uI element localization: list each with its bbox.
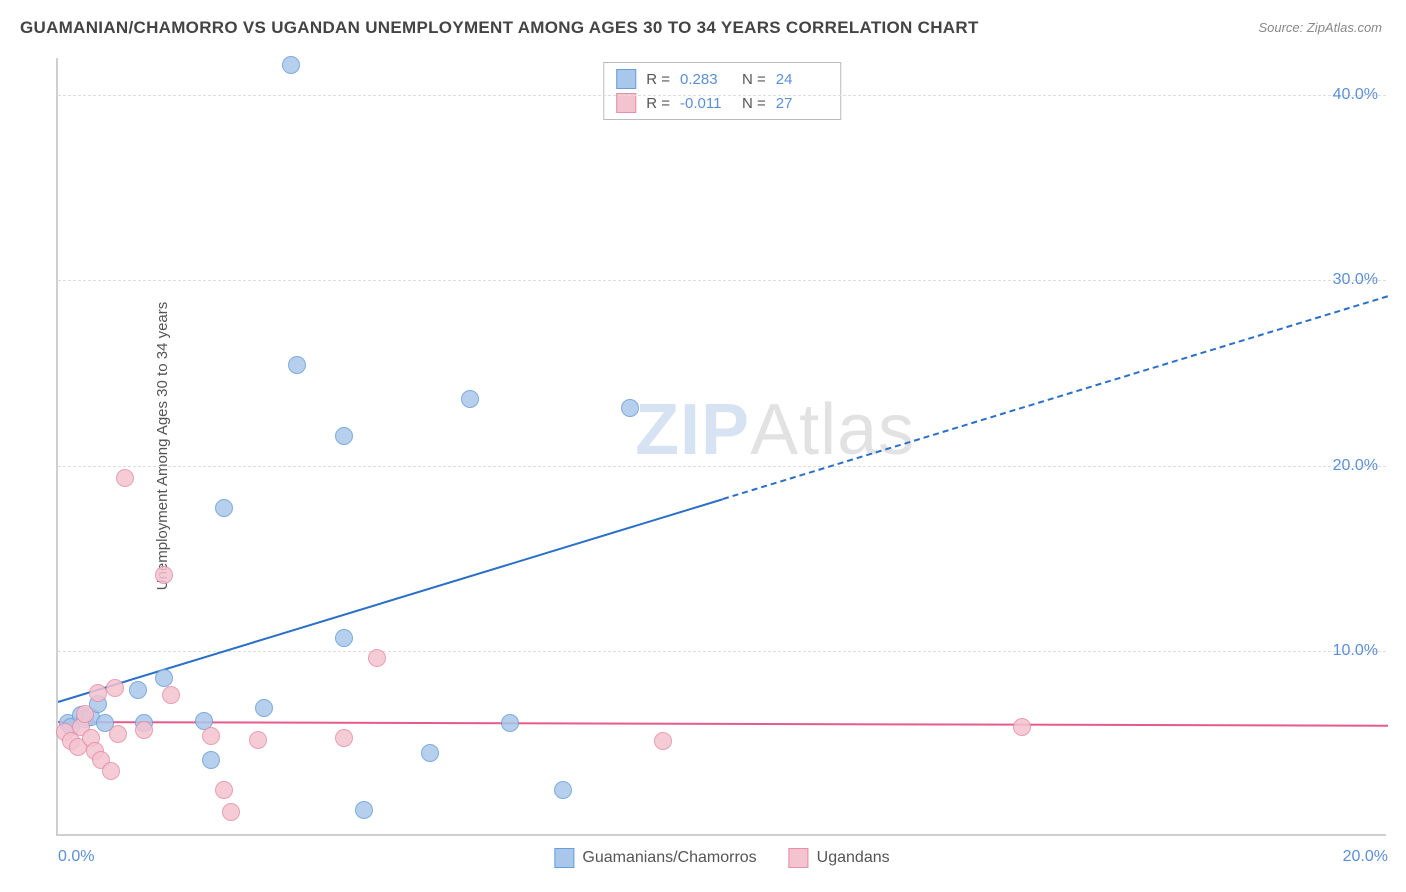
data-point — [355, 801, 373, 819]
x-tick-label: 0.0% — [58, 848, 94, 866]
r-value-2: -0.011 — [680, 95, 732, 112]
legend-item-1: Guamanians/Chamorros — [554, 848, 756, 868]
data-point — [621, 399, 639, 417]
data-point — [335, 629, 353, 647]
n-label: N = — [742, 95, 766, 112]
r-label: R = — [646, 95, 670, 112]
data-point — [109, 725, 127, 743]
data-point — [461, 390, 479, 408]
legend-label-2: Ugandans — [817, 849, 890, 867]
data-point — [129, 681, 147, 699]
data-point — [106, 679, 124, 697]
data-point — [654, 732, 672, 750]
data-point — [288, 356, 306, 374]
swatch-series-2 — [789, 848, 809, 868]
y-tick-label: 10.0% — [1333, 642, 1378, 660]
trend-line — [58, 721, 1388, 727]
gridline — [58, 95, 1386, 96]
data-point — [282, 56, 300, 74]
data-point — [215, 781, 233, 799]
r-value-1: 0.283 — [680, 71, 732, 88]
chart-title: GUAMANIAN/CHAMORRO VS UGANDAN UNEMPLOYME… — [20, 18, 979, 38]
n-value-2: 27 — [776, 95, 828, 112]
data-point — [76, 705, 94, 723]
data-point — [255, 699, 273, 717]
y-tick-label: 40.0% — [1333, 86, 1378, 104]
gridline — [58, 466, 1386, 467]
gridline — [58, 280, 1386, 281]
data-point — [421, 744, 439, 762]
data-point — [368, 649, 386, 667]
data-point — [249, 731, 267, 749]
data-point — [215, 499, 233, 517]
x-tick-label: 20.0% — [1343, 848, 1388, 866]
data-point — [162, 686, 180, 704]
data-point — [501, 714, 519, 732]
data-point — [116, 469, 134, 487]
gridline — [58, 651, 1386, 652]
legend-label-1: Guamanians/Chamorros — [582, 849, 756, 867]
data-point — [155, 669, 173, 687]
correlation-legend: R = 0.283 N = 24 R = -0.011 N = 27 — [603, 62, 841, 120]
data-point — [335, 427, 353, 445]
data-point — [202, 727, 220, 745]
scatter-plot: ZIPAtlas R = 0.283 N = 24 R = -0.011 N =… — [56, 58, 1386, 836]
legend-item-2: Ugandans — [789, 848, 890, 868]
data-point — [335, 729, 353, 747]
n-label: N = — [742, 71, 766, 88]
data-point — [222, 803, 240, 821]
data-point — [1013, 718, 1031, 736]
data-point — [202, 751, 220, 769]
data-point — [554, 781, 572, 799]
watermark: ZIPAtlas — [635, 389, 915, 471]
r-label: R = — [646, 71, 670, 88]
y-tick-label: 20.0% — [1333, 457, 1378, 475]
y-tick-label: 30.0% — [1333, 271, 1378, 289]
data-point — [89, 684, 107, 702]
swatch-series-1 — [616, 69, 636, 89]
data-point — [155, 566, 173, 584]
data-point — [135, 721, 153, 739]
n-value-1: 24 — [776, 71, 828, 88]
series-legend: Guamanians/Chamorros Ugandans — [554, 848, 889, 868]
swatch-series-1 — [554, 848, 574, 868]
source-label: Source: ZipAtlas.com — [1258, 20, 1382, 35]
legend-row-series-1: R = 0.283 N = 24 — [616, 67, 828, 91]
data-point — [102, 762, 120, 780]
trend-line — [723, 295, 1389, 500]
